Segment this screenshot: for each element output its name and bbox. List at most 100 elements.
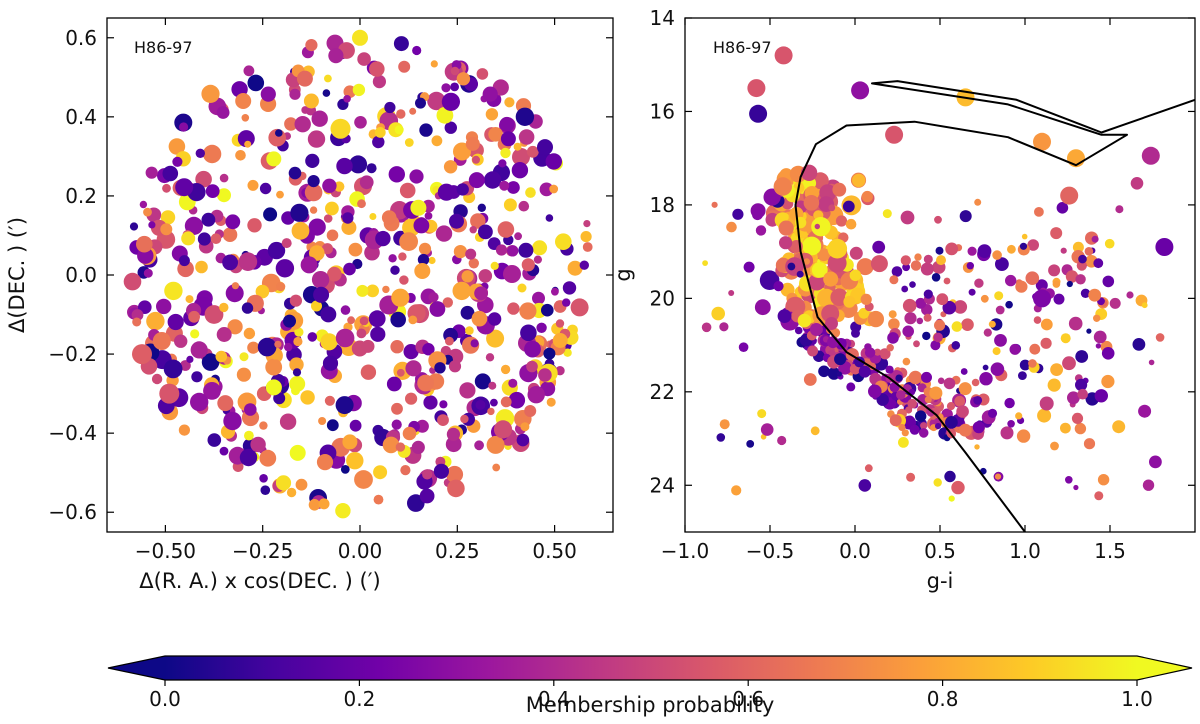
star-point — [527, 386, 545, 404]
cmd-point — [809, 323, 823, 336]
star-point — [382, 436, 400, 454]
cmd-point — [1088, 288, 1102, 302]
cmd-point — [777, 309, 792, 323]
cmd-point — [746, 440, 755, 448]
star-point — [500, 396, 512, 408]
star-point-highlight — [330, 118, 351, 139]
cmd-point-highlight — [1033, 132, 1051, 151]
star-point — [405, 360, 422, 377]
cmd-point — [1033, 316, 1042, 324]
star-point — [450, 82, 459, 92]
cmd-point — [915, 297, 927, 309]
cmd-point — [876, 393, 889, 406]
cmd-point — [752, 209, 763, 221]
star-point — [348, 242, 363, 257]
cmd-point — [1015, 280, 1028, 293]
colorbar-tick-label: 0.6 — [732, 687, 764, 711]
star-point — [238, 252, 258, 271]
star-point — [439, 400, 448, 409]
cmd-point — [923, 313, 932, 322]
cmd-point — [835, 215, 848, 227]
cmd-point — [1009, 343, 1021, 355]
colorbar-tick-label: 0.4 — [538, 687, 570, 711]
star-point — [423, 395, 438, 410]
star-point — [429, 301, 446, 317]
cmd-point — [891, 266, 903, 277]
star-point — [469, 226, 477, 234]
star-point — [284, 342, 293, 352]
cmd-point — [934, 215, 942, 224]
star-point — [516, 433, 530, 447]
cmd-point — [944, 470, 956, 483]
cmd-point — [968, 288, 976, 296]
star-point — [216, 327, 232, 342]
cmd-point — [945, 242, 959, 256]
cmd-point — [818, 365, 830, 378]
star-point — [508, 391, 526, 409]
cmd-point — [888, 318, 900, 330]
cmd-point — [1148, 359, 1155, 366]
star-point — [123, 272, 142, 291]
star-point — [503, 198, 517, 212]
star-point — [346, 452, 364, 470]
star-point — [437, 414, 449, 426]
y-tick-label: −0.6 — [48, 500, 97, 524]
star-point — [326, 229, 339, 242]
star-point — [308, 499, 321, 511]
star-point — [143, 268, 153, 278]
cmd-point — [1093, 330, 1107, 344]
cmd-point — [731, 485, 742, 496]
star-point — [404, 138, 414, 147]
star-point — [580, 231, 592, 243]
star-point — [342, 434, 358, 450]
cmd-point — [951, 341, 961, 350]
star-point — [275, 259, 295, 278]
star-point — [468, 258, 479, 269]
cmd-point — [726, 221, 737, 233]
cmd-point — [922, 331, 931, 341]
star-point — [284, 117, 298, 131]
cmd-point — [1075, 378, 1088, 391]
star-point — [204, 305, 224, 324]
star-point — [325, 201, 339, 216]
star-point — [418, 242, 432, 255]
y-tick-label: 0.4 — [65, 105, 97, 129]
star-point — [335, 328, 355, 348]
star-point — [289, 88, 301, 100]
star-point — [519, 302, 537, 320]
y-tick-label: 24 — [650, 473, 675, 497]
cmd-point-highlight — [1060, 186, 1079, 205]
cmd-point — [701, 322, 712, 333]
isochrone-line — [794, 80, 1195, 532]
colorbar-label: Membership probability — [526, 693, 775, 717]
cmd-point — [958, 423, 972, 437]
cmd-point — [929, 386, 943, 400]
cmd-point — [1005, 300, 1013, 309]
star-point — [369, 61, 385, 77]
cmd-point — [943, 377, 956, 390]
cmd-point — [719, 419, 730, 430]
star-point — [391, 402, 403, 415]
cmd-point — [1028, 359, 1037, 368]
star-point — [327, 266, 342, 282]
cmd-point — [942, 300, 957, 315]
star-point — [326, 419, 339, 432]
cmd-point — [1103, 380, 1112, 389]
star-point — [300, 256, 318, 274]
cmd-point — [1050, 441, 1059, 451]
cmd-point — [995, 305, 1005, 315]
cmd-point — [1019, 242, 1028, 250]
x-tick-label: −0.5 — [746, 539, 795, 563]
cmd-point — [849, 246, 863, 260]
star-point — [450, 66, 460, 76]
cmd-point — [1065, 270, 1079, 283]
star-point — [131, 309, 144, 321]
cmd-point — [1062, 356, 1076, 371]
cmd-point — [1019, 359, 1031, 371]
star-point — [178, 424, 190, 436]
star-point — [243, 65, 255, 77]
cmd-point — [858, 479, 872, 492]
star-point — [360, 364, 377, 380]
cmd-point — [810, 426, 820, 436]
cmd-point — [900, 255, 911, 266]
